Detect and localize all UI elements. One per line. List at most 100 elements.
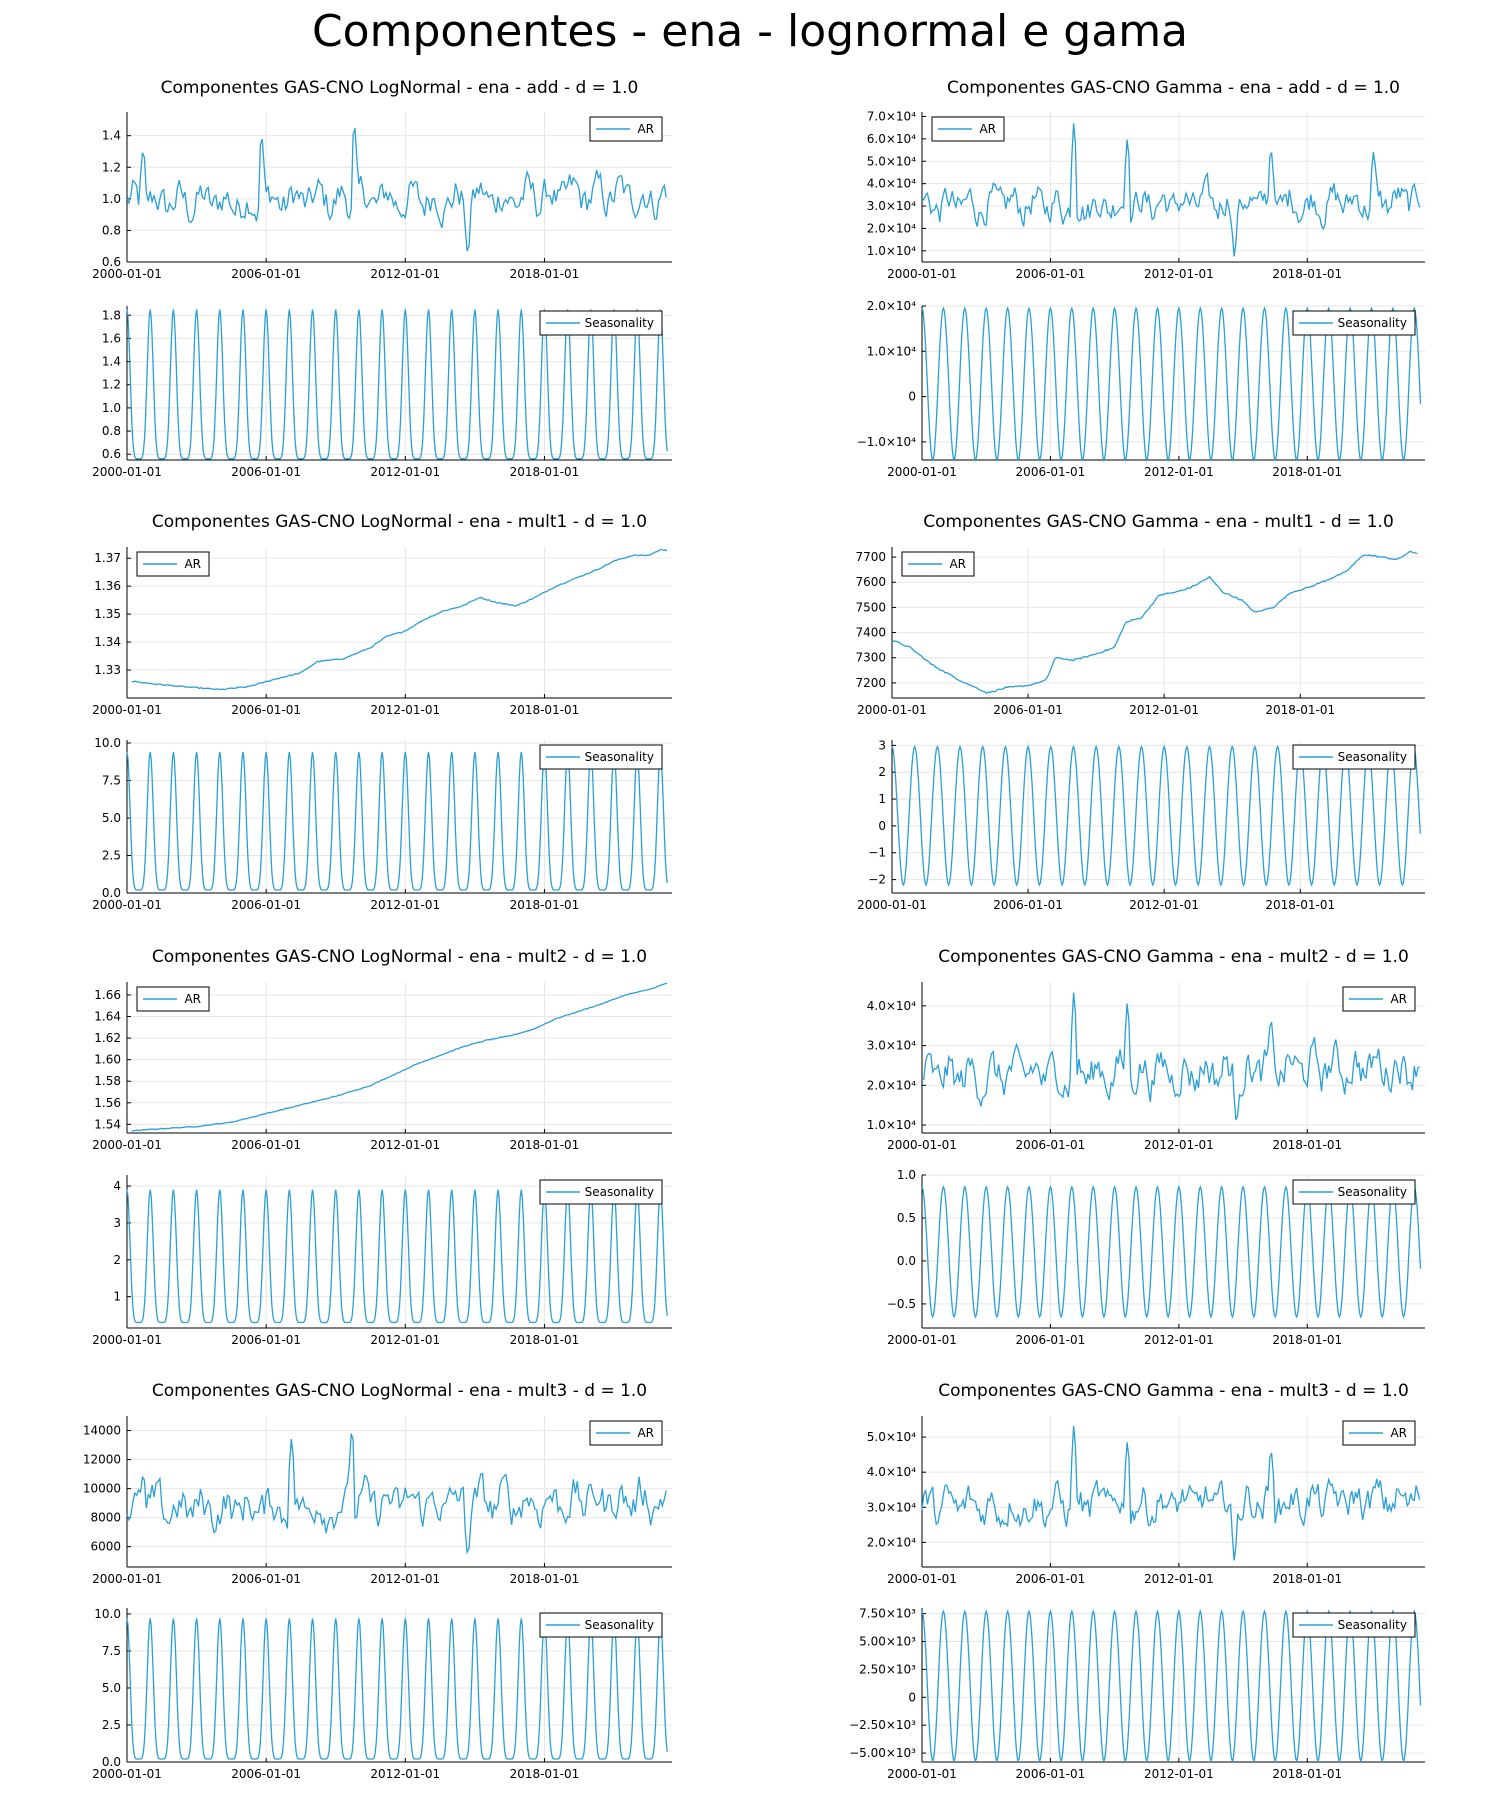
y-tick-label: 7200 — [855, 676, 886, 690]
x-tick-label: 2012-01-01 — [1144, 1572, 1214, 1586]
y-tick-label: 0 — [908, 1690, 916, 1704]
x-tick-label: 2012-01-01 — [1144, 267, 1214, 281]
y-tick-label: 2 — [113, 1253, 121, 1267]
x-tick-label: 2006-01-01 — [231, 703, 301, 717]
series-line — [126, 1189, 668, 1324]
x-tick-label: 2012-01-01 — [370, 267, 440, 281]
chart-4: 2000-01-01 2006-01-01 2012-01-01 2018-01-01… — [857, 299, 1425, 479]
legend-label: AR — [637, 122, 654, 136]
chart-title: Componentes GAS-CNO LogNormal - ena - mu… — [151, 512, 648, 532]
x-tick-label: 2000-01-01 — [92, 267, 162, 281]
x-tick-label: 2018-01-01 — [510, 898, 580, 912]
chart-title: Componentes GAS-CNO Gamma - ena - mult1 … — [923, 512, 1394, 532]
legend-label: Seasonality — [585, 1618, 654, 1632]
y-tick-label: 5.0 — [102, 1681, 121, 1695]
series-line — [126, 1618, 668, 1760]
y-tick-label: 6.0×10⁴ — [867, 132, 916, 146]
y-tick-label: 8000 — [90, 1511, 121, 1525]
x-tick-label: 2006-01-01 — [231, 465, 301, 479]
x-tick-label: 2018-01-01 — [510, 1767, 580, 1781]
y-tick-label: 5.0×10⁴ — [867, 1430, 916, 1444]
x-tick-label: 2006-01-01 — [231, 1333, 301, 1347]
x-tick-label: 2000-01-01 — [92, 1572, 162, 1586]
x-tick-label: 2012-01-01 — [1144, 1767, 1214, 1781]
x-tick-label: 2006-01-01 — [993, 703, 1063, 717]
x-tick-label: 2018-01-01 — [510, 703, 580, 717]
figure-title: Componentes - ena - lognormal e gama — [311, 6, 1189, 57]
x-tick-label: 2006-01-01 — [231, 267, 301, 281]
y-tick-label: 6000 — [90, 1540, 121, 1554]
chart-15: 2000-01-01 2006-01-01 2012-01-01 2018-01-01… — [92, 1607, 672, 1781]
x-tick-label: 2012-01-01 — [1144, 465, 1214, 479]
x-tick-label: 2018-01-01 — [1272, 1572, 1342, 1586]
x-tick-label: 2000-01-01 — [92, 1767, 162, 1781]
legend-label: Seasonality — [585, 750, 654, 764]
y-tick-label: 3 — [878, 738, 886, 752]
y-tick-label: 7.5 — [102, 1644, 121, 1658]
series-line — [921, 1609, 1422, 1763]
x-tick-label: 2000-01-01 — [887, 1138, 957, 1152]
y-tick-label: 1.0×10⁴ — [867, 244, 916, 258]
chart-title: Componentes GAS-CNO Gamma - ena - mult2 … — [938, 947, 1409, 967]
x-tick-label: 2006-01-01 — [1016, 465, 1086, 479]
y-tick-label: 1.0×10⁴ — [867, 1118, 916, 1132]
y-tick-label: 1.64 — [94, 1010, 121, 1024]
y-tick-label: 1.56 — [94, 1096, 121, 1110]
y-tick-label: 1.2 — [102, 378, 121, 392]
chart-13: 2000-01-01 2006-01-01 2012-01-01 2018-01-01… — [83, 1416, 672, 1586]
y-tick-label: 0.8 — [102, 223, 121, 237]
legend-label: AR — [637, 1426, 654, 1440]
chart-1: 2000-01-01 2006-01-01 2012-01-01 2018-01-01… — [92, 112, 672, 281]
x-tick-label: 2006-01-01 — [231, 1138, 301, 1152]
x-tick-label: 2012-01-01 — [370, 465, 440, 479]
series-line — [921, 123, 1421, 257]
x-tick-label: 2006-01-01 — [1016, 1767, 1086, 1781]
y-tick-label: 4 — [113, 1179, 121, 1193]
chart-14: 2000-01-01 2006-01-01 2012-01-01 2018-01-01… — [867, 1416, 1425, 1586]
y-tick-label: 1.58 — [94, 1074, 121, 1088]
y-tick-label: 2.5 — [102, 1718, 121, 1732]
chart-8: 2000-01-01 2006-01-01 2012-01-01 2018-01-01… — [857, 738, 1425, 912]
y-tick-label: 4.0×10⁴ — [867, 177, 916, 191]
x-tick-label: 2012-01-01 — [370, 1767, 440, 1781]
chart-10: 2000-01-01 2006-01-01 2012-01-01 2018-01-01… — [867, 982, 1425, 1152]
y-tick-label: −0.5 — [887, 1297, 916, 1311]
y-tick-label: 2.50×10³ — [859, 1662, 916, 1676]
y-tick-label: 1.62 — [94, 1031, 121, 1045]
series-line — [126, 751, 668, 891]
legend-label: Seasonality — [585, 316, 654, 330]
x-tick-label: 2006-01-01 — [1016, 1138, 1086, 1152]
y-tick-label: 1.2 — [102, 160, 121, 174]
chart-2: 2000-01-01 2006-01-01 2012-01-01 2018-01-01… — [867, 109, 1425, 281]
series-line — [921, 1426, 1421, 1561]
legend-label: AR — [979, 122, 996, 136]
x-tick-label: 2018-01-01 — [1272, 1333, 1342, 1347]
y-tick-label: 1.8 — [102, 308, 121, 322]
legend-label: AR — [1390, 1426, 1407, 1440]
y-tick-label: 4.0×10⁴ — [867, 1465, 916, 1479]
y-tick-label: 1.6 — [102, 331, 121, 345]
legend-label: Seasonality — [1338, 750, 1407, 764]
chart-title: Componentes GAS-CNO Gamma - ena - add - … — [947, 78, 1400, 98]
y-tick-label: 5.0 — [102, 811, 121, 825]
y-tick-label: 7700 — [855, 550, 886, 564]
y-tick-label: 14000 — [83, 1424, 121, 1438]
series-line — [891, 744, 1421, 887]
y-tick-label: 2.0×10⁴ — [867, 1078, 916, 1092]
x-tick-label: 2018-01-01 — [1265, 898, 1335, 912]
y-tick-label: 7500 — [855, 600, 886, 614]
y-tick-label: 1.0×10⁴ — [867, 344, 916, 358]
legend-label: AR — [184, 992, 201, 1006]
y-tick-label: 1.4 — [102, 355, 121, 369]
x-tick-label: 2000-01-01 — [887, 267, 957, 281]
chart-title: Componentes GAS-CNO Gamma - ena - mult3 … — [938, 1381, 1409, 1401]
y-tick-label: 0.0 — [897, 1254, 916, 1268]
series-line — [126, 128, 667, 252]
y-tick-label: 7400 — [855, 626, 886, 640]
x-tick-label: 2018-01-01 — [1265, 703, 1335, 717]
x-tick-label: 2018-01-01 — [1272, 465, 1342, 479]
chart-16: 2000-01-01 2006-01-01 2012-01-01 2018-01-01… — [849, 1607, 1425, 1781]
y-tick-label: −1 — [868, 846, 886, 860]
series-line — [131, 548, 668, 691]
chart-9: 2000-01-01 2006-01-01 2012-01-01 2018-01-01… — [92, 982, 672, 1152]
